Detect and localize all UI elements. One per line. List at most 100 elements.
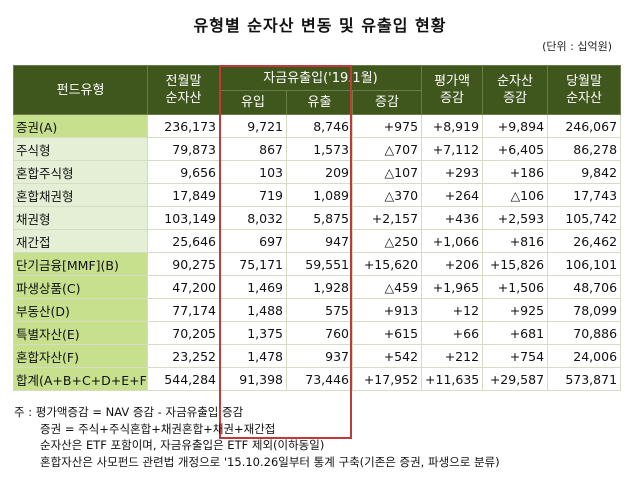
net-asset-change-cell: +925 [482, 298, 549, 322]
inflow-cell: 1,469 [219, 275, 287, 299]
prev-net-assets-cell: 17,849 [147, 183, 220, 207]
valuation-change-cell: +66 [421, 321, 484, 345]
table-row: 혼합주식형 9,656 103 209 △107 +293 +186 9,842 [13, 160, 622, 184]
flow-change-cell: +17,952 [351, 367, 423, 391]
net-asset-change-cell: △106 [482, 183, 549, 207]
header-prev-net-assets: 전월말 순자산 [147, 65, 220, 115]
footnote-line: 주 : 평가액증감 = NAV 증감 - 자금유출입 증감 [14, 405, 244, 419]
header-line: 순자산 [497, 74, 533, 89]
unit-label: (단위 : 십억원) [542, 40, 612, 53]
inflow-cell: 91,398 [219, 367, 287, 391]
curr-net-assets-cell: 48,706 [547, 275, 622, 299]
outflow-cell: 5,875 [286, 206, 353, 230]
prev-net-assets-cell: 90,275 [147, 252, 220, 276]
table-row: 합계(A+B+C+D+E+F) 544,284 91,398 73,446 +17,95… [13, 367, 622, 391]
curr-net-assets-cell: 246,067 [547, 114, 622, 138]
table-row: 재간접 25,646 697 947 △250 +1,066 +816 26,462 [13, 229, 622, 253]
table-row: 증권(A) 236,173 9,721 8,746 +975 +8,919 +9,894 24… [13, 114, 622, 138]
prev-net-assets-cell: 25,646 [147, 229, 220, 253]
fund-type-cell: 증권(A) [13, 114, 148, 138]
valuation-change-cell: +212 [421, 344, 484, 368]
outflow-cell: 760 [286, 321, 353, 345]
prev-net-assets-cell: 544,284 [147, 367, 220, 391]
footnotes: 주 : 평가액증감 = NAV 증감 - 자금유출입 증감 증권 = 주식+주식… [14, 404, 500, 470]
flow-change-cell: +975 [351, 114, 423, 138]
flow-change-cell: +615 [351, 321, 423, 345]
flow-change-cell: △107 [351, 160, 423, 184]
inflow-cell: 719 [219, 183, 287, 207]
fund-type-cell: 혼합채권형 [13, 183, 148, 207]
prev-net-assets-cell: 47,200 [147, 275, 220, 299]
header-outflow: 유출 [286, 90, 353, 115]
curr-net-assets-cell: 78,099 [547, 298, 622, 322]
header-curr-net-assets: 당월말 순자산 [547, 65, 622, 115]
valuation-change-cell: +1,965 [421, 275, 484, 299]
inflow-cell: 1,488 [219, 298, 287, 322]
fund-type-cell: 단기금융[MMF](B) [13, 252, 148, 276]
net-asset-change-cell: +816 [482, 229, 549, 253]
net-asset-change-cell: +754 [482, 344, 549, 368]
flow-change-cell: △250 [351, 229, 423, 253]
curr-net-assets-cell: 86,278 [547, 137, 622, 161]
curr-net-assets-cell: 9,842 [547, 160, 622, 184]
valuation-change-cell: +12 [421, 298, 484, 322]
fund-type-cell: 특별자산(E) [13, 321, 148, 345]
fund-type-cell: 혼합주식형 [13, 160, 148, 184]
outflow-cell: 947 [286, 229, 353, 253]
outflow-cell: 8,746 [286, 114, 353, 138]
prev-net-assets-cell: 9,656 [147, 160, 220, 184]
prev-net-assets-cell: 70,205 [147, 321, 220, 345]
fund-type-cell: 주식형 [13, 137, 148, 161]
curr-net-assets-cell: 70,886 [547, 321, 622, 345]
net-asset-change-cell: +9,894 [482, 114, 549, 138]
outflow-cell: 1,089 [286, 183, 353, 207]
table-row: 특별자산(E) 70,205 1,375 760 +615 +66 +681 70,886 [13, 321, 622, 345]
footnote-line: 혼합자산은 사모펀드 관련법 개정으로 '15.10.26일부터 통계 구축(기… [40, 454, 500, 469]
curr-net-assets-cell: 106,101 [547, 252, 622, 276]
curr-net-assets-cell: 17,743 [547, 183, 622, 207]
header-line: 당월말 [566, 74, 602, 89]
flow-change-cell: +913 [351, 298, 423, 322]
header-flow-change: 증감 [351, 90, 423, 115]
header-flow-group: 자금유출입('19.1월) [218, 65, 423, 91]
table-row: 채권형 103,149 8,032 5,875 +2,157 +436 +2,593 105,… [13, 206, 622, 230]
net-asset-change-cell: +6,405 [482, 137, 549, 161]
fund-type-cell: 부동산(D) [13, 298, 148, 322]
footnote-line: 순자산은 ETF 포함이며, 자금유출입은 ETF 제외(이하동일) [40, 438, 325, 452]
header-line: 평가액 [434, 74, 470, 89]
header-net-asset-change: 순자산 증감 [482, 65, 549, 115]
inflow-cell: 1,375 [219, 321, 287, 345]
footnote-line: 증권 = 주식+주식혼합+채권혼합+채권+재간접 [40, 421, 276, 436]
net-asset-change-cell: +186 [482, 160, 549, 184]
valuation-change-cell: +206 [421, 252, 484, 276]
prev-net-assets-cell: 236,173 [147, 114, 220, 138]
table-row: 주식형 79,873 867 1,573 △707 +7,112 +6,405 86,278 [13, 137, 622, 161]
outflow-cell: 1,573 [286, 137, 353, 161]
outflow-cell: 1,928 [286, 275, 353, 299]
net-asset-change-cell: +681 [482, 321, 549, 345]
prev-net-assets-cell: 77,174 [147, 298, 220, 322]
flow-change-cell: +542 [351, 344, 423, 368]
table-row: 혼합자산(F) 23,252 1,478 937 +542 +212 +754 24,006 [13, 344, 622, 368]
net-asset-change-cell: +29,587 [482, 367, 549, 391]
table-row: 부동산(D) 77,174 1,488 575 +913 +12 +925 78,099 [13, 298, 622, 322]
flow-change-cell: △370 [351, 183, 423, 207]
fund-type-cell: 합계(A+B+C+D+E+F) [13, 367, 148, 391]
fund-type-cell: 혼합자산(F) [13, 344, 148, 368]
outflow-cell: 59,551 [286, 252, 353, 276]
header-valuation-change: 평가액 증감 [421, 65, 484, 115]
prev-net-assets-cell: 23,252 [147, 344, 220, 368]
curr-net-assets-cell: 26,462 [547, 229, 622, 253]
outflow-cell: 575 [286, 298, 353, 322]
prev-net-assets-cell: 103,149 [147, 206, 220, 230]
valuation-change-cell: +8,919 [421, 114, 484, 138]
table-row: 혼합채권형 17,849 719 1,089 △370 +264 △106 17,743 [13, 183, 622, 207]
outflow-cell: 937 [286, 344, 353, 368]
page-title: 유형별 순자산 변동 및 유출입 현황 [193, 16, 447, 35]
flow-change-cell: △707 [351, 137, 423, 161]
valuation-change-cell: +293 [421, 160, 484, 184]
net-asset-change-cell: +1,506 [482, 275, 549, 299]
curr-net-assets-cell: 24,006 [547, 344, 622, 368]
curr-net-assets-cell: 105,742 [547, 206, 622, 230]
net-asset-change-cell: +15,826 [482, 252, 549, 276]
